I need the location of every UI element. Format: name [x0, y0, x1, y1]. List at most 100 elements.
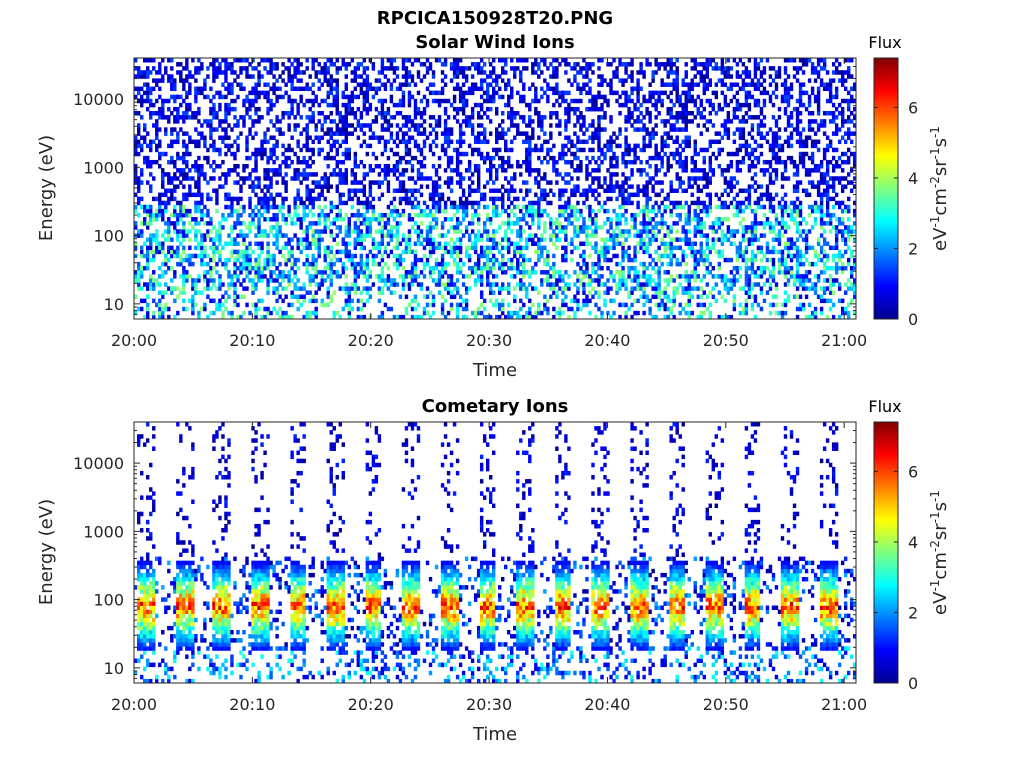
- heatmap-cell: [173, 176, 177, 181]
- heatmap-cell: [182, 249, 186, 255]
- heatmap-cell: [176, 111, 180, 116]
- heatmap-cell: [383, 233, 388, 238]
- heatmap-cell: [570, 204, 574, 210]
- heatmap-cell: [281, 196, 285, 202]
- heatmap-cell: [654, 143, 658, 149]
- heatmap-cell: [314, 98, 318, 104]
- heatmap-cell: [479, 310, 484, 316]
- heatmap-cell: [155, 278, 159, 283]
- heatmap-cell: [609, 147, 613, 153]
- heatmap-cell: [609, 221, 613, 226]
- heatmap-cell: [341, 127, 345, 132]
- heatmap-cell: [618, 143, 622, 149]
- heatmap-cell: [263, 314, 267, 320]
- heatmap-cell: [248, 74, 252, 79]
- heatmap-cell: [206, 147, 210, 153]
- heatmap-cell: [612, 90, 616, 96]
- heatmap-cell: [401, 62, 406, 67]
- heatmap-cell: [606, 237, 610, 242]
- heatmap-cell: [302, 229, 306, 234]
- heatmap-cell: [576, 168, 580, 173]
- heatmap-cell: [525, 192, 529, 198]
- heatmap-cell: [248, 245, 252, 251]
- heatmap-cell: [597, 119, 601, 124]
- heatmap-cell: [146, 208, 150, 214]
- heatmap-cell: [624, 119, 628, 124]
- heatmap-cell: [143, 241, 147, 246]
- heatmap-cell: [606, 229, 610, 234]
- heatmap-cell: [428, 143, 433, 149]
- heatmap-cell: [516, 265, 520, 271]
- heatmap-cell: [179, 62, 183, 67]
- heatmap-cell: [470, 180, 475, 185]
- heatmap-cell: [431, 164, 436, 169]
- heatmap-cell: [371, 196, 376, 202]
- heatmap-cell: [248, 172, 252, 177]
- heatmap-cell: [537, 302, 541, 308]
- heatmap-cell: [528, 155, 532, 161]
- heatmap-cell: [341, 159, 345, 165]
- heatmap-cell: [158, 208, 162, 214]
- heatmap-cell: [275, 229, 279, 234]
- heatmap-cell: [522, 314, 526, 320]
- heatmap-cell: [618, 131, 622, 136]
- heatmap-cell: [347, 225, 351, 230]
- heatmap-cell: [585, 241, 589, 246]
- heatmap-cell: [522, 257, 526, 263]
- heatmap-cell: [386, 253, 391, 259]
- heatmap-cell: [579, 147, 583, 153]
- heatmap-cell: [302, 208, 306, 214]
- heatmap-cell: [344, 282, 348, 287]
- heatmap-cell: [236, 302, 240, 308]
- heatmap-cell: [407, 302, 412, 308]
- heatmap-cell: [534, 200, 538, 206]
- heatmap-cell: [317, 212, 321, 218]
- heatmap-cell: [561, 176, 565, 181]
- heatmap-cell: [467, 188, 472, 193]
- heatmap-cell: [479, 274, 484, 279]
- heatmap-cell: [266, 139, 270, 145]
- heatmap-cell: [311, 172, 315, 177]
- heatmap-cell: [359, 314, 364, 320]
- heatmap-cell: [161, 306, 165, 312]
- heatmap-cell: [546, 139, 550, 145]
- heatmap-cell: [407, 217, 412, 222]
- heatmap-cell: [272, 62, 276, 67]
- heatmap-cell: [552, 86, 556, 92]
- heatmap-cell: [215, 90, 219, 96]
- heatmap-cell: [525, 290, 529, 295]
- heatmap-cell: [498, 164, 502, 169]
- heatmap-cell: [185, 147, 189, 153]
- heatmap-cell: [395, 314, 400, 320]
- heatmap-cell: [167, 245, 171, 251]
- heatmap-cell: [404, 74, 409, 79]
- heatmap-cell: [555, 217, 559, 222]
- heatmap-cell: [311, 66, 315, 71]
- heatmap-cell: [449, 253, 454, 259]
- heatmap-cell: [504, 147, 508, 153]
- heatmap-cell: [579, 168, 583, 173]
- heatmap-cell: [242, 253, 246, 259]
- heatmap-cell: [455, 290, 460, 295]
- heatmap-cell: [618, 241, 622, 246]
- heatmap-cell: [482, 314, 487, 320]
- heatmap-cell: [473, 66, 478, 71]
- heatmap-cell: [470, 115, 475, 120]
- heatmap-cell: [597, 127, 601, 132]
- heatmap-cell: [455, 261, 460, 267]
- heatmap-cell: [344, 298, 348, 304]
- heatmap-cell: [347, 192, 351, 198]
- heatmap-cell: [230, 282, 234, 287]
- heatmap-cell: [594, 302, 598, 308]
- heatmap-cell: [549, 286, 553, 291]
- heatmap-cell: [140, 204, 144, 210]
- heatmap-cell: [287, 212, 291, 218]
- heatmap-cell: [239, 204, 243, 210]
- heatmap-cell: [458, 131, 463, 136]
- heatmap-cell: [200, 172, 204, 177]
- heatmap-cell: [437, 184, 442, 189]
- heatmap-cell: [519, 278, 523, 283]
- heatmap-cell: [263, 58, 267, 63]
- heatmap-cell: [519, 131, 523, 136]
- heatmap-cell: [642, 135, 646, 140]
